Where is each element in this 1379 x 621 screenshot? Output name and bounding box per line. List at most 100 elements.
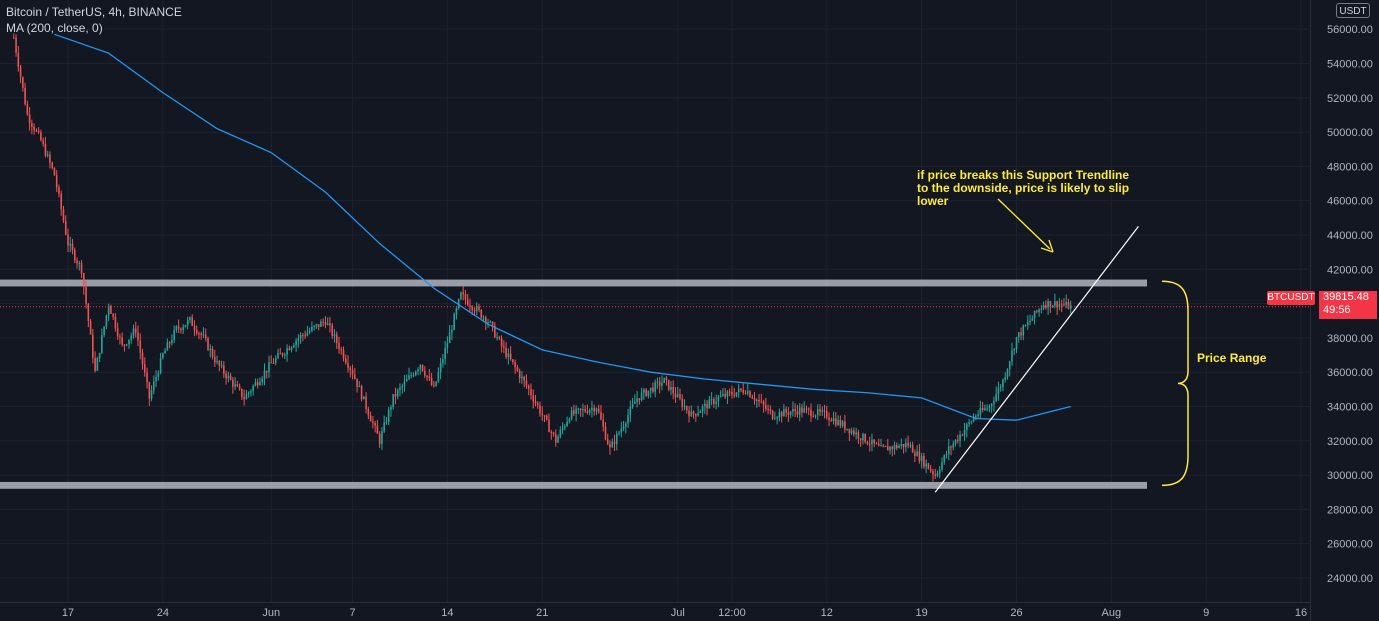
candle-body (762, 401, 765, 406)
candle-body (857, 432, 860, 439)
candle-body (981, 407, 984, 411)
candle-body (746, 391, 749, 394)
note-line: lower (917, 194, 949, 208)
candle-body (859, 438, 862, 441)
candle-body (769, 409, 772, 411)
candle-body (785, 409, 787, 413)
candle-body (685, 406, 688, 411)
candle-body (995, 394, 997, 402)
candle-body (954, 439, 957, 444)
support-zone[interactable] (0, 481, 1147, 489)
price-tick-label: 38000.00 (1327, 333, 1373, 345)
candle-body (557, 436, 559, 443)
candle-body (604, 426, 607, 440)
candle-body (850, 430, 853, 434)
candle-body (561, 427, 564, 430)
candle-body (342, 349, 345, 359)
candle-body (448, 332, 451, 344)
candle-body (559, 429, 562, 437)
candle-body (177, 326, 180, 329)
candle-body (640, 392, 643, 401)
candle-body (796, 410, 799, 415)
candle-body (993, 401, 995, 405)
candle-body (254, 382, 257, 386)
candle-body (322, 321, 324, 323)
candle-body (387, 409, 390, 423)
candle-body (810, 409, 812, 417)
candle-body (259, 382, 261, 386)
candle-body (972, 417, 975, 422)
candle-body (349, 367, 352, 371)
candle-body (751, 396, 754, 399)
candle-body (1006, 369, 1009, 378)
candle-body (374, 423, 376, 426)
candle-body (17, 52, 20, 68)
candle-body (530, 388, 532, 396)
note-line: to the downside, price is likely to slip (917, 181, 1130, 195)
candle-body (369, 415, 372, 422)
currency-unit-badge[interactable]: USDT (1336, 3, 1370, 18)
candle-body (807, 408, 810, 410)
candle-body (143, 364, 146, 373)
candle-body (724, 394, 726, 397)
candle-body (195, 329, 198, 334)
candle-body (713, 399, 715, 404)
candle-body (1036, 310, 1038, 312)
candle-body (331, 325, 334, 336)
trendline-note: if price breaks this Support Trendline t… (917, 169, 1147, 208)
candle-body (755, 399, 758, 401)
candle-body (184, 325, 187, 328)
candle-body (532, 395, 535, 402)
candle-body (832, 418, 835, 422)
candle-body (49, 154, 51, 163)
support-trendline[interactable] (934, 226, 1139, 493)
candle-body (297, 338, 300, 341)
candle-body (412, 375, 415, 377)
candle-body (584, 409, 586, 412)
ma-indicator-label[interactable]: MA (200, close, 0) (6, 21, 103, 35)
candle-body (923, 455, 925, 467)
candle-body (19, 67, 22, 78)
candle-body (695, 413, 697, 416)
candle-body (110, 305, 112, 314)
candle-body (676, 394, 679, 398)
candle-body (893, 445, 896, 450)
candle-body (26, 104, 29, 115)
candle-body (941, 462, 943, 470)
candle-body (704, 403, 706, 407)
candle-body (216, 361, 218, 363)
candle-body (430, 377, 433, 386)
last-price-value: 39815.48 (1323, 291, 1369, 303)
candle-body (53, 167, 56, 176)
candle-body (597, 408, 600, 413)
candle-body (157, 373, 160, 377)
candle-body (243, 397, 245, 400)
candle-body (270, 362, 273, 364)
candle-body (722, 394, 724, 396)
candle-body (338, 342, 340, 350)
candle-body (484, 317, 487, 323)
candle-body (681, 398, 684, 407)
candle-body (564, 425, 566, 428)
candle-body (900, 444, 903, 447)
candle-body (46, 154, 49, 156)
candle-body (460, 292, 462, 300)
candle-body (123, 344, 126, 346)
candle-body (539, 405, 541, 414)
candle-body (826, 410, 828, 418)
candle-body (819, 409, 821, 412)
candle-body (997, 387, 1000, 395)
candle-body (717, 396, 720, 402)
time-tick-label: Aug (1102, 607, 1122, 619)
candle-body (984, 408, 986, 411)
candle-body (1038, 309, 1040, 312)
candle-body (1063, 304, 1065, 306)
resistance-zone[interactable] (0, 279, 1147, 287)
candle-body (410, 375, 413, 377)
candle-body (566, 421, 568, 426)
candle-body (139, 340, 142, 353)
time-tick-label: 12 (821, 607, 833, 619)
candle-body (990, 404, 993, 407)
